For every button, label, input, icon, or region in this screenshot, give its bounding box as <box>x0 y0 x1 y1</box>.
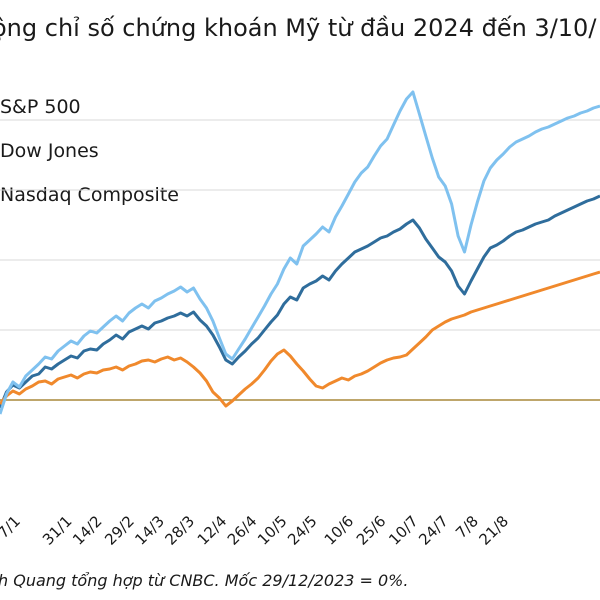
x-tick-label-0: 7/1 <box>0 512 24 542</box>
series-lines <box>0 90 600 415</box>
x-tick-label-13: 24/7 <box>415 512 452 549</box>
x-tick-label-6: 12/4 <box>194 512 231 549</box>
x-tick-label-3: 29/2 <box>101 512 138 549</box>
x-tick-label-11: 25/6 <box>353 512 390 549</box>
legend-item-dow-jones: Dow Jones <box>0 140 99 162</box>
gridlines <box>0 119 600 401</box>
x-tick-label-4: 14/3 <box>131 512 168 549</box>
x-tick-label-5: 28/3 <box>161 512 198 549</box>
x-axis: 7/1 31/114/229/214/328/312/426/410/524/5 1… <box>0 512 512 549</box>
series-line-1 <box>0 270 600 408</box>
chart-title: ộng chỉ số chứng khoán Mỹ từ đầu 2024 đế… <box>0 14 597 42</box>
x-tick-label-15: 21/8 <box>475 512 512 549</box>
series-line-0 <box>0 194 600 409</box>
x-tick-label-7: 26/4 <box>224 512 261 549</box>
source-note: h Quang tổng hợp từ CNBC. Mốc 29/12/2023… <box>0 571 409 590</box>
x-tick-label-10: 10/6 <box>321 512 358 549</box>
series-line-2 <box>0 90 600 415</box>
x-tick-label-2: 14/2 <box>69 512 106 549</box>
x-tick-label-1: 31/1 <box>39 512 76 549</box>
x-tick-label-8: 10/5 <box>254 512 291 549</box>
legend-item-sp500: S&P 500 <box>0 96 81 118</box>
x-tick-label-9: 24/5 <box>284 512 321 549</box>
x-tick-label-12: 10/7 <box>385 512 422 549</box>
